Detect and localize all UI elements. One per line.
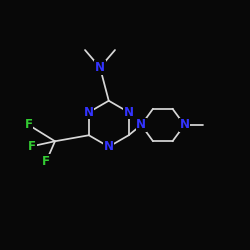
Text: N: N: [104, 140, 114, 153]
Text: F: F: [42, 155, 50, 168]
Text: N: N: [180, 118, 190, 132]
Text: N: N: [95, 61, 105, 74]
Text: N: N: [136, 118, 146, 132]
Text: F: F: [28, 140, 36, 153]
Text: F: F: [25, 118, 33, 132]
Text: N: N: [124, 106, 134, 119]
Text: N: N: [84, 106, 94, 119]
